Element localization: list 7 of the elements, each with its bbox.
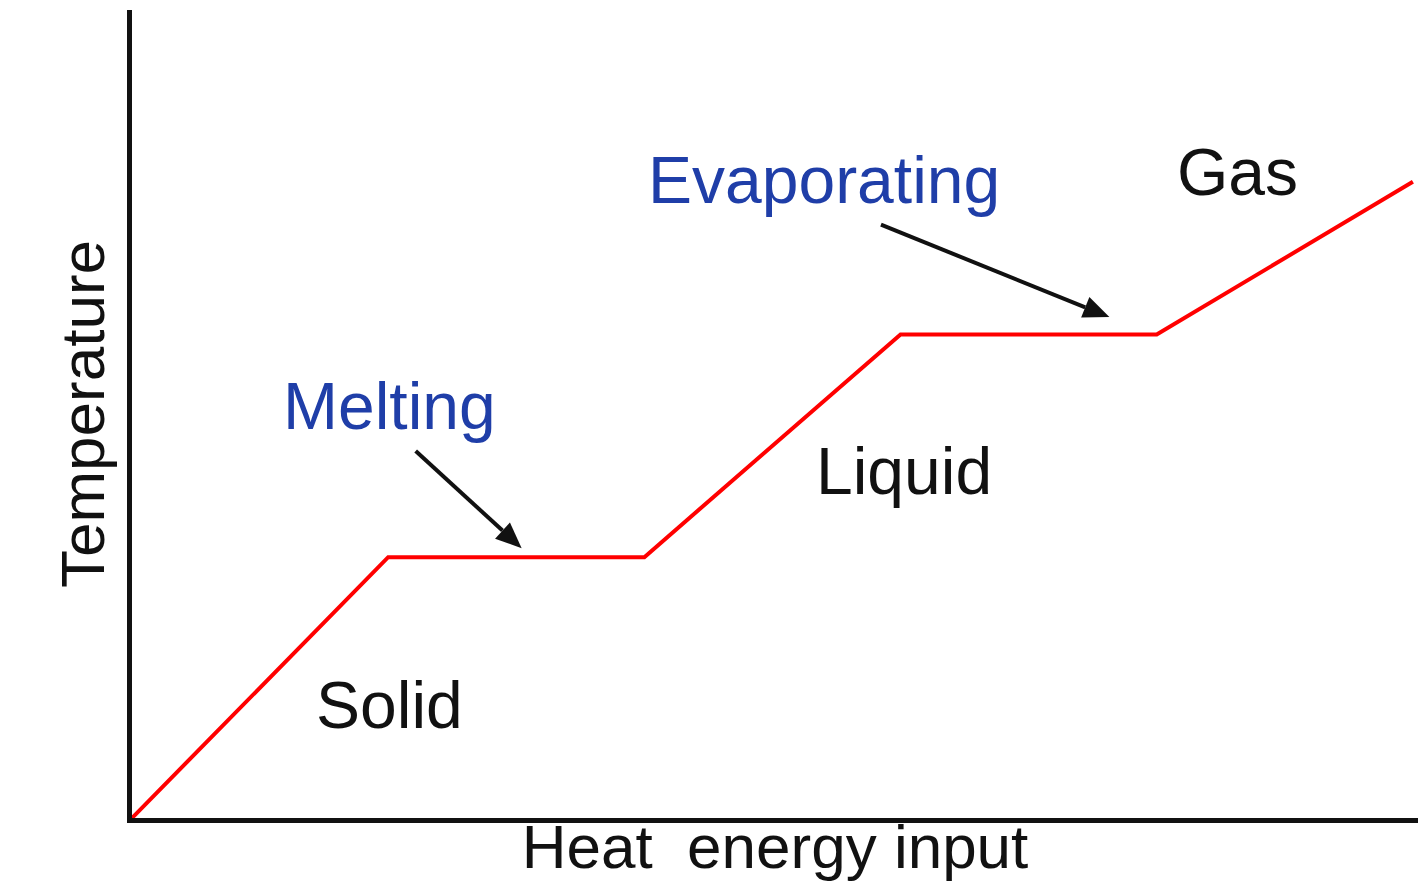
x-axis-title: Heat energy input (521, 811, 1029, 881)
annotation: Evaporating (648, 143, 1001, 217)
y-axis-title: Temperature (47, 239, 117, 589)
annotation: Solid (316, 668, 463, 742)
annotation: Gas (1177, 135, 1299, 209)
annotation: Melting (283, 369, 496, 443)
annotation: Liquid (816, 434, 993, 508)
